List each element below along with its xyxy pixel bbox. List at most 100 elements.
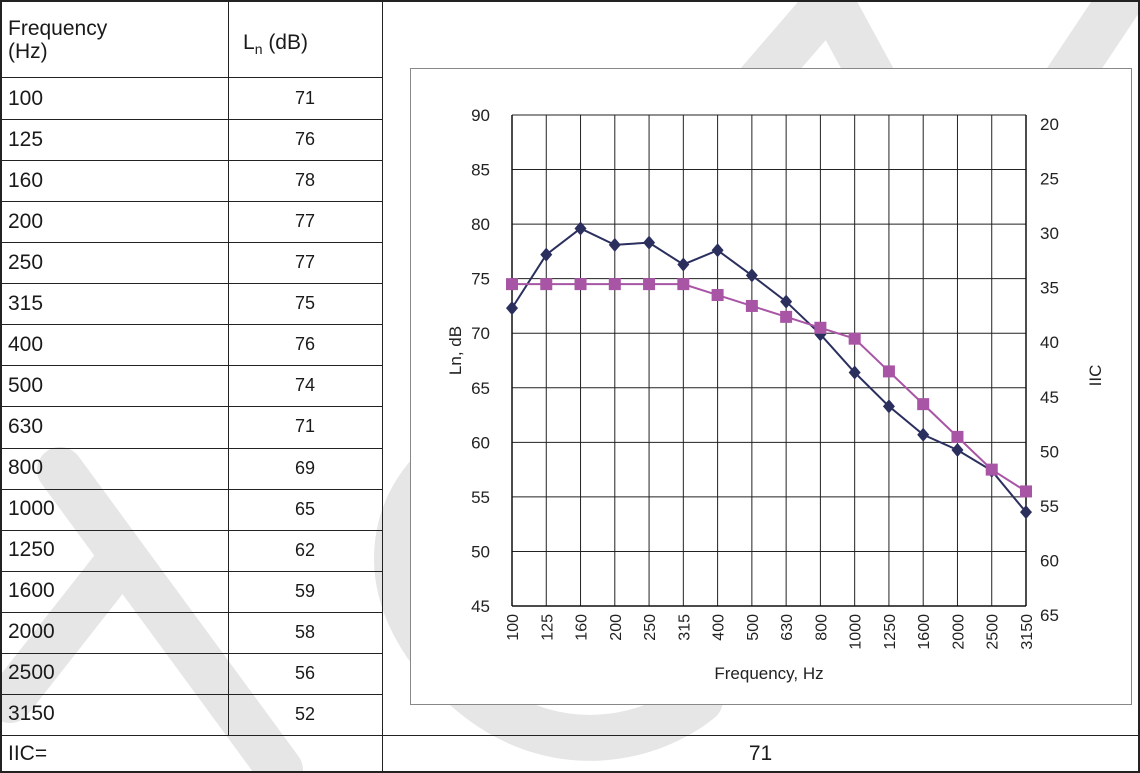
y-tick-label: 85 <box>471 161 490 180</box>
table-border-right <box>1138 0 1140 773</box>
table-cell-frequency: 1600 <box>8 579 55 603</box>
table-cell-ln: 75 <box>294 293 316 314</box>
table-cell-frequency: 630 <box>8 414 44 438</box>
y2-tick-label: 20 <box>1040 115 1059 134</box>
table-cell-frequency: 125 <box>8 127 44 151</box>
table-cell-frequency: 315 <box>8 291 44 315</box>
table-cell-ln: 56 <box>294 662 316 683</box>
table-cell-ln: 62 <box>294 539 316 560</box>
data-point-square <box>951 430 964 443</box>
data-point-square <box>711 289 724 302</box>
table-cell-ln: 76 <box>294 129 316 150</box>
x-tick-label: 200 <box>608 614 625 641</box>
data-point-diamond <box>917 427 930 442</box>
iic-row-divider <box>0 735 1140 736</box>
header-ln-symbol: L <box>243 31 255 54</box>
data-point-diamond <box>574 221 587 236</box>
table-border-bottom <box>0 771 1140 773</box>
table-cell-ln: 52 <box>294 703 316 724</box>
x-tick-label: 315 <box>676 614 693 641</box>
row-divider <box>0 447 383 449</box>
header-ln-unit: (dB) <box>262 31 308 54</box>
data-point-square <box>1020 485 1032 498</box>
data-point-diamond <box>540 247 553 262</box>
x-tick-label: 1600 <box>916 614 933 650</box>
series-line-2 <box>512 283 1027 493</box>
y2-axis-label: IIC <box>1086 365 1105 387</box>
data-point-diamond <box>677 257 690 272</box>
series-line-1 <box>511 227 1027 513</box>
header-frequency-line2: (Hz) <box>8 40 48 63</box>
data-point-diamond <box>882 399 895 414</box>
data-point-square <box>848 332 861 345</box>
table-cell-ln: 58 <box>294 621 316 642</box>
x-tick-label: 630 <box>779 614 796 641</box>
data-point-diamond <box>951 442 964 457</box>
table-cell-frequency: 250 <box>8 250 44 274</box>
iic-value: 71 <box>748 742 773 765</box>
chart: 45 65 50 60 55 55 60 50 65 45 70 40 75 35 80 30 85 25 90 20… <box>446 106 1105 683</box>
data-point-square <box>917 398 930 411</box>
x-tick-label: 2500 <box>985 614 1002 650</box>
row-divider <box>0 611 383 613</box>
table-cell-ln: 65 <box>294 498 316 519</box>
table-border-top <box>0 0 1140 2</box>
y-tick-label: 60 <box>471 433 490 452</box>
y2-tick-label: 40 <box>1040 333 1059 352</box>
row-divider <box>0 488 383 490</box>
y2-tick-label: 65 <box>1040 606 1059 625</box>
x-axis-label: Frequency, Hz <box>714 664 823 683</box>
table-cell-frequency: 1250 <box>8 538 55 562</box>
x-tick-label: 800 <box>813 614 830 641</box>
y2-tick-label: 25 <box>1040 170 1059 189</box>
table-cell-ln: 69 <box>294 457 316 478</box>
row-divider <box>0 570 383 572</box>
data-point-square <box>643 278 656 291</box>
data-point-square <box>814 321 827 334</box>
x-tick-label: 500 <box>745 614 762 641</box>
column-divider-1 <box>228 0 229 735</box>
y-axis-label: Ln, dB <box>446 326 465 375</box>
row-divider <box>0 160 383 162</box>
data-point-diamond <box>1020 505 1032 520</box>
table-cell-frequency: 400 <box>8 332 44 356</box>
table-cell-frequency: 2000 <box>8 620 55 644</box>
table-cell-ln: 77 <box>294 252 316 273</box>
y2-tick-label: 50 <box>1040 442 1059 461</box>
row-divider <box>0 652 383 654</box>
table-cell-frequency: 800 <box>8 456 44 480</box>
x-tick-label: 125 <box>539 614 556 641</box>
row-divider <box>0 693 383 695</box>
table-cell-ln: 71 <box>294 416 316 437</box>
y-tick-label: 50 <box>471 542 490 561</box>
y-tick-label: 70 <box>471 324 490 343</box>
chart-frame: 45 65 50 60 55 55 60 50 65 45 70 40 75 35 80 30 85 25 90 20… <box>410 68 1132 705</box>
data-point-square <box>506 278 518 291</box>
data-point-diamond <box>780 294 793 309</box>
data-point-diamond <box>711 243 724 258</box>
row-divider <box>0 406 383 408</box>
data-point-square <box>780 310 793 323</box>
row-divider <box>0 529 383 531</box>
data-point-square <box>882 365 895 378</box>
header-ln: Ln (dB) <box>243 31 308 61</box>
row-divider <box>0 242 383 244</box>
data-point-diamond <box>745 268 758 283</box>
header-frequency: Frequency (Hz) <box>8 17 107 63</box>
y-tick-label: 75 <box>471 270 490 289</box>
x-tick-label: 2000 <box>950 614 967 650</box>
y-tick-label: 55 <box>471 488 490 507</box>
y-tick-label: 45 <box>471 597 490 616</box>
table-cell-frequency: 2500 <box>8 661 55 685</box>
table-cell-ln: 71 <box>294 88 316 109</box>
table-cell-ln: 59 <box>294 580 316 601</box>
x-tick-label: 160 <box>574 614 591 641</box>
header-ln-subscript: n <box>254 41 263 58</box>
row-divider <box>0 283 383 285</box>
table-cell-ln: 78 <box>294 170 316 191</box>
y2-tick-label: 45 <box>1040 388 1059 407</box>
table-cell-ln: 77 <box>294 211 316 232</box>
data-point-square <box>677 278 690 291</box>
header-divider <box>0 77 383 78</box>
x-tick-label: 250 <box>642 614 659 641</box>
